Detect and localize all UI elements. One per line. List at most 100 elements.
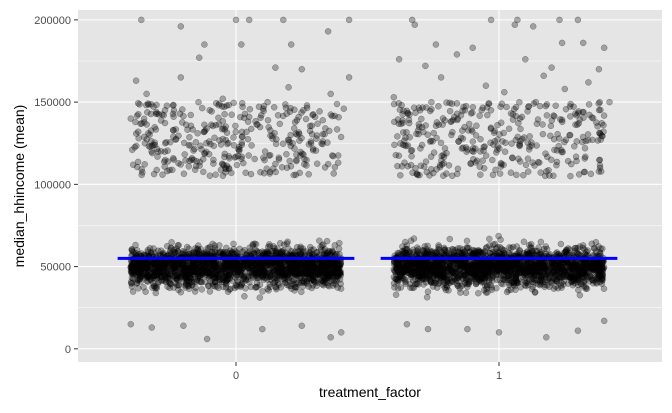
scatter-point: [293, 270, 300, 278]
scatter-point: [313, 262, 321, 270]
scatter-point: [190, 269, 198, 276]
scatter-point: [291, 248, 299, 255]
scatter-point: [434, 262, 442, 270]
scatter-point: [234, 263, 242, 270]
scatter-point: [154, 264, 162, 272]
y-axis-title: median_hhincome (mean): [11, 105, 27, 268]
scatter-point: [273, 263, 281, 271]
scatter-point: [413, 170, 420, 178]
scatter-point: [159, 171, 166, 178]
scatter-point: [207, 278, 214, 285]
scatter-point: [293, 264, 300, 272]
scatter-point: [320, 250, 328, 258]
scatter-point: [589, 261, 596, 268]
scatter-point: [269, 260, 276, 267]
scatter-point: [251, 155, 258, 163]
scatter-point: [249, 262, 257, 270]
scatter-point: [128, 270, 136, 277]
scatter-point: [527, 271, 535, 279]
scatter-point: [398, 101, 405, 109]
scatter-point: [580, 279, 588, 286]
scatter-point: [523, 282, 530, 290]
scatter-point: [150, 103, 157, 110]
scatter-point: [423, 294, 431, 301]
scatter-point: [225, 164, 232, 171]
scatter-point: [233, 161, 241, 169]
scatter-point: [130, 267, 137, 274]
scatter-point: [230, 142, 238, 149]
scatter-point: [279, 272, 287, 280]
scatter-point: [181, 262, 189, 269]
scatter-point: [567, 172, 574, 180]
scatter-point: [133, 264, 140, 272]
scatter-point: [476, 112, 483, 119]
scatter-point: [238, 133, 246, 140]
scatter-point: [290, 125, 298, 132]
scatter-point: [232, 248, 239, 255]
outlier-point: [232, 16, 240, 24]
scatter-point: [296, 250, 304, 257]
scatter-point: [208, 271, 215, 278]
scatter-point: [324, 260, 332, 268]
scatter-point: [134, 100, 142, 107]
scatter-point: [164, 271, 172, 278]
scatter-point: [419, 261, 427, 269]
scatter-point: [512, 103, 520, 111]
scatter-point: [238, 280, 246, 288]
scatter-point: [513, 171, 520, 179]
scatter-point: [318, 140, 325, 147]
scatter-point: [230, 261, 237, 268]
scatter-point: [259, 271, 267, 279]
outlier-point: [556, 16, 563, 24]
outlier-point: [340, 105, 348, 112]
scatter-point: [333, 260, 340, 267]
scatter-point: [161, 119, 169, 127]
scatter-point: [516, 142, 523, 150]
scatter-point: [394, 133, 401, 140]
scatter-point: [289, 261, 296, 268]
scatter-point: [312, 265, 319, 273]
outlier-point: [245, 16, 253, 24]
scatter-point: [167, 244, 175, 252]
scatter-point: [188, 266, 196, 274]
scatter-point: [291, 270, 298, 278]
scatter-point: [144, 246, 152, 254]
scatter-point: [244, 273, 251, 281]
outlier-point: [245, 113, 253, 121]
scatter-point: [556, 135, 563, 142]
scatter-point: [264, 260, 271, 267]
scatter-point: [415, 121, 423, 128]
scatter-point: [469, 138, 477, 145]
scatter-point: [295, 272, 302, 280]
scatter-point: [232, 260, 240, 268]
scatter-point: [272, 140, 280, 148]
scatter-point: [149, 270, 156, 277]
scatter-point: [209, 280, 217, 287]
scatter-point: [283, 110, 290, 118]
scatter-point: [128, 265, 136, 272]
scatter-point: [281, 274, 288, 281]
scatter-point: [174, 248, 182, 255]
scatter-point: [596, 98, 603, 106]
scatter-point: [250, 274, 257, 282]
scatter-point: [185, 142, 193, 149]
scatter-point: [172, 136, 179, 143]
scatter-point: [204, 269, 212, 276]
scatter-point: [130, 269, 138, 277]
scatter-point: [433, 166, 440, 173]
outlier-point: [327, 90, 334, 98]
scatter-point: [524, 108, 531, 115]
scatter-point: [190, 271, 197, 278]
scatter-point: [405, 119, 413, 127]
scatter-point: [421, 250, 428, 257]
outlier-point: [132, 77, 140, 84]
scatter-point: [260, 273, 267, 280]
scatter-point: [334, 263, 341, 270]
scatter-point: [541, 283, 548, 291]
scatter-point: [459, 127, 466, 134]
scatter-point: [166, 280, 174, 288]
scatter-point: [154, 265, 161, 273]
scatter-point: [477, 171, 484, 178]
scatter-point: [159, 269, 166, 276]
